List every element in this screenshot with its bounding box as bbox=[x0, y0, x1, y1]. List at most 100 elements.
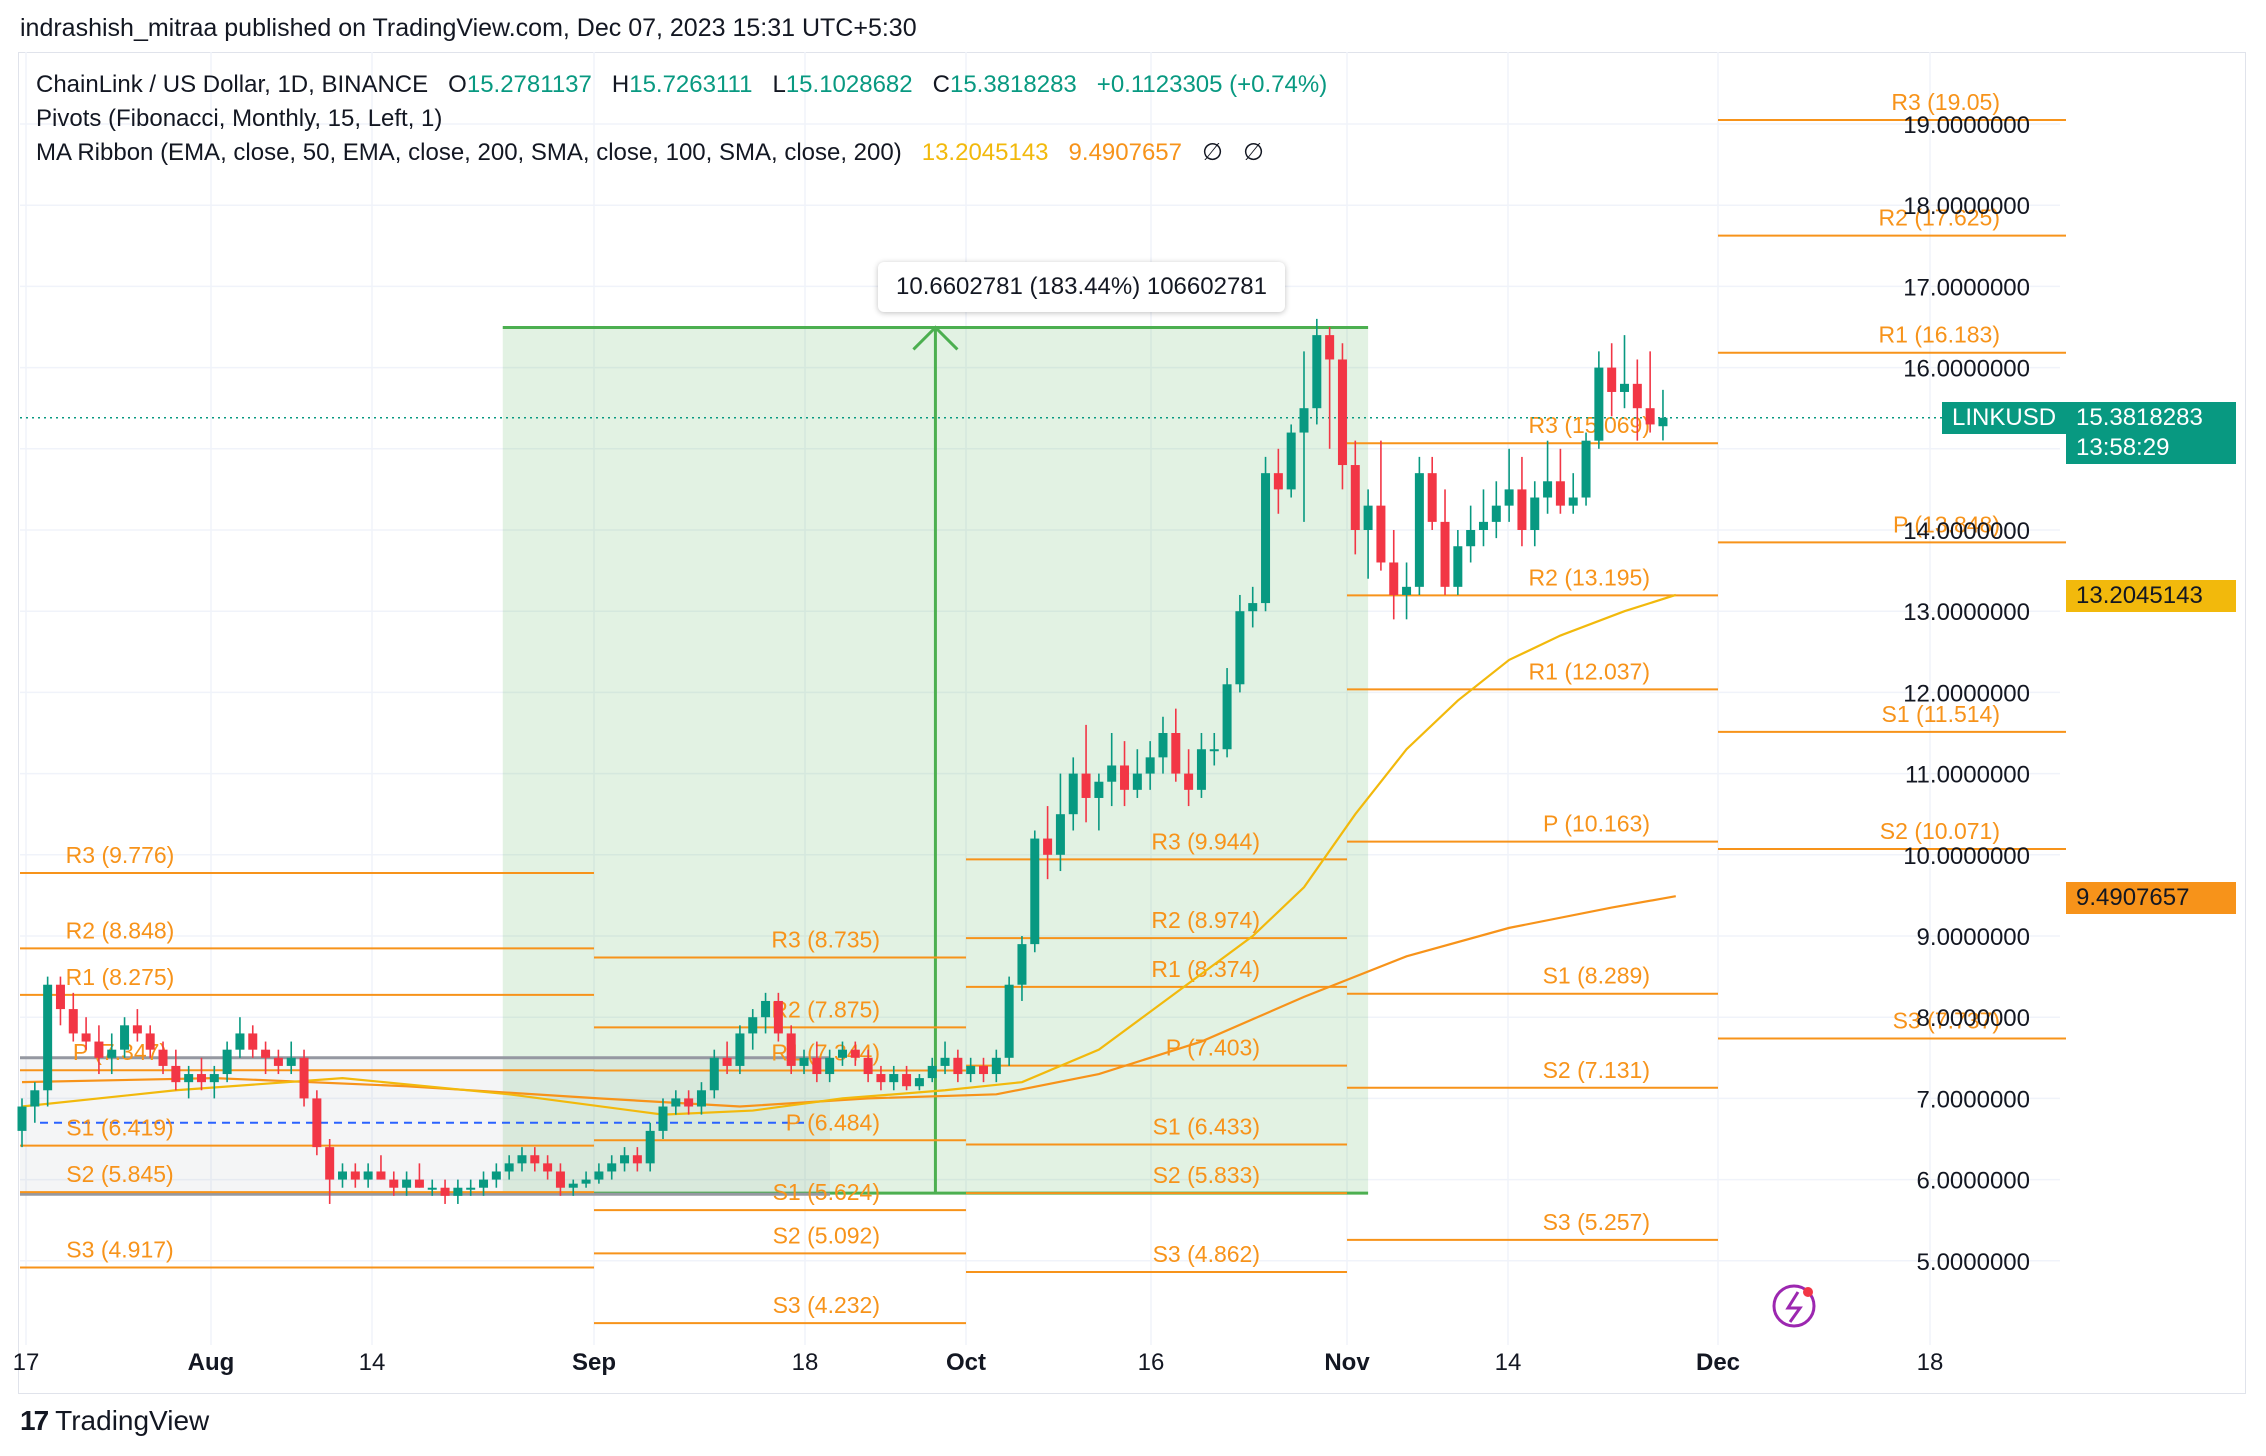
candle-body bbox=[299, 1057, 309, 1099]
candle-body bbox=[1466, 530, 1476, 547]
candle-body bbox=[927, 1065, 937, 1079]
candle-body bbox=[402, 1179, 412, 1188]
candle bbox=[1145, 741, 1155, 790]
candle-body bbox=[1337, 359, 1347, 466]
candle bbox=[786, 1025, 796, 1075]
candle-body bbox=[658, 1106, 668, 1131]
candle-body bbox=[350, 1171, 360, 1180]
legend-change: +0.1123305 (+0.74%) bbox=[1096, 71, 1328, 98]
legend-high: 15.7263111 bbox=[629, 71, 753, 98]
candle-body bbox=[94, 1041, 104, 1058]
candle-body bbox=[696, 1090, 706, 1107]
candle bbox=[1517, 456, 1527, 547]
candle bbox=[863, 1049, 873, 1083]
x-tick-label: Sep bbox=[572, 1349, 616, 1376]
candle-body bbox=[953, 1057, 963, 1075]
legend-pivots[interactable]: Pivots (Fibonacci, Monthly, 15, Left, 1) bbox=[36, 105, 443, 132]
pivot-label-s3: S3 (5.257) bbox=[1543, 1209, 1650, 1235]
candle-body bbox=[1620, 383, 1629, 392]
legend-symbol[interactable]: ChainLink / US Dollar, 1D, BINANCE bbox=[36, 71, 429, 98]
candle bbox=[620, 1147, 630, 1172]
candle-body bbox=[1261, 473, 1271, 604]
candle bbox=[1632, 359, 1642, 441]
candle bbox=[1043, 806, 1053, 880]
candle-body bbox=[1478, 521, 1488, 530]
candle-body bbox=[132, 1025, 142, 1034]
candle bbox=[55, 976, 65, 1026]
candle bbox=[338, 1163, 347, 1188]
candle bbox=[132, 1009, 142, 1042]
candle bbox=[1171, 708, 1181, 782]
candle bbox=[389, 1171, 399, 1196]
candle-body bbox=[1440, 521, 1450, 587]
ema50-price-tag: 13.2045143 bbox=[2066, 580, 2236, 612]
candle-body bbox=[414, 1179, 424, 1188]
pivot-label-r2: R2 (8.974) bbox=[1151, 907, 1260, 933]
candle bbox=[645, 1122, 655, 1172]
candle bbox=[1607, 343, 1617, 417]
candle bbox=[812, 1041, 822, 1083]
candle bbox=[1299, 351, 1309, 522]
candle bbox=[966, 1057, 976, 1083]
candle-body bbox=[222, 1049, 232, 1075]
pivot-label-r3: R3 (15.069) bbox=[1529, 412, 1650, 438]
candle-body bbox=[1594, 367, 1604, 441]
candle bbox=[158, 1041, 168, 1075]
tradingview-logo[interactable]: 17 TradingView bbox=[20, 1405, 209, 1437]
x-tick-label: 17 bbox=[13, 1349, 40, 1376]
candle bbox=[632, 1147, 642, 1172]
candle-body bbox=[120, 1025, 130, 1050]
candle-body bbox=[940, 1057, 950, 1066]
candle-body bbox=[620, 1155, 630, 1164]
candle bbox=[312, 1090, 322, 1156]
candle-body bbox=[581, 1179, 591, 1184]
candle-body bbox=[440, 1187, 450, 1196]
candle-body bbox=[991, 1057, 1001, 1075]
candle bbox=[761, 992, 771, 1034]
candle bbox=[453, 1179, 463, 1204]
candle bbox=[876, 1065, 886, 1091]
candle-body bbox=[1530, 497, 1540, 530]
candle bbox=[1273, 448, 1283, 514]
measure-tooltip: 10.6602781 (183.44%) 106602781 bbox=[878, 262, 1285, 312]
candle bbox=[1017, 936, 1027, 1001]
candle-body bbox=[671, 1098, 681, 1107]
candle-body bbox=[1363, 505, 1373, 530]
pivot-label-r2: R2 (8.848) bbox=[66, 917, 175, 943]
y-axis: 19.0000000 18.0000000 17.0000000 16.0000000… bbox=[1903, 112, 2030, 1276]
candle bbox=[1376, 440, 1386, 571]
candle-body bbox=[389, 1179, 399, 1188]
candle-body bbox=[709, 1057, 719, 1091]
candle bbox=[286, 1041, 296, 1075]
candle-body bbox=[30, 1090, 40, 1107]
candle bbox=[402, 1171, 412, 1196]
pivot-label-r3: R3 (8.735) bbox=[771, 927, 880, 953]
candle bbox=[1068, 757, 1078, 831]
legend-open-label: O bbox=[448, 71, 467, 98]
y-tick-label: 18.0000000 bbox=[1903, 193, 2030, 220]
candle-body bbox=[55, 984, 65, 1010]
candle bbox=[1196, 733, 1206, 798]
pivot-period-aug: R3 (8.735)R2 (7.875)R1 (7.344)P (6.484)S… bbox=[594, 927, 966, 1325]
candle-body bbox=[1555, 481, 1565, 506]
candle bbox=[1184, 749, 1194, 807]
candle bbox=[261, 1041, 271, 1075]
candle bbox=[1132, 749, 1142, 798]
candle-body bbox=[1055, 814, 1065, 855]
candle bbox=[1620, 335, 1629, 409]
candle bbox=[568, 1179, 578, 1196]
pivot-label-s3: S3 (4.862) bbox=[1153, 1241, 1260, 1267]
candle bbox=[735, 1025, 745, 1075]
candle bbox=[991, 1049, 1001, 1083]
chart-frame[interactable] bbox=[18, 52, 2246, 1394]
candle-body bbox=[107, 1049, 117, 1058]
pivot-period-sep: R3 (9.944)R2 (8.974)R1 (8.374)P (7.403)S… bbox=[966, 828, 1347, 1274]
candle bbox=[17, 1098, 27, 1148]
candle bbox=[748, 1009, 758, 1050]
pivot-label-s2: S2 (5.845) bbox=[66, 1161, 173, 1187]
candle-body bbox=[504, 1163, 514, 1172]
candle bbox=[81, 1017, 91, 1050]
legend-ma-ribbon[interactable]: MA Ribbon (EMA, close, 50, EMA, close, 2… bbox=[36, 139, 902, 166]
candle bbox=[1478, 489, 1488, 547]
